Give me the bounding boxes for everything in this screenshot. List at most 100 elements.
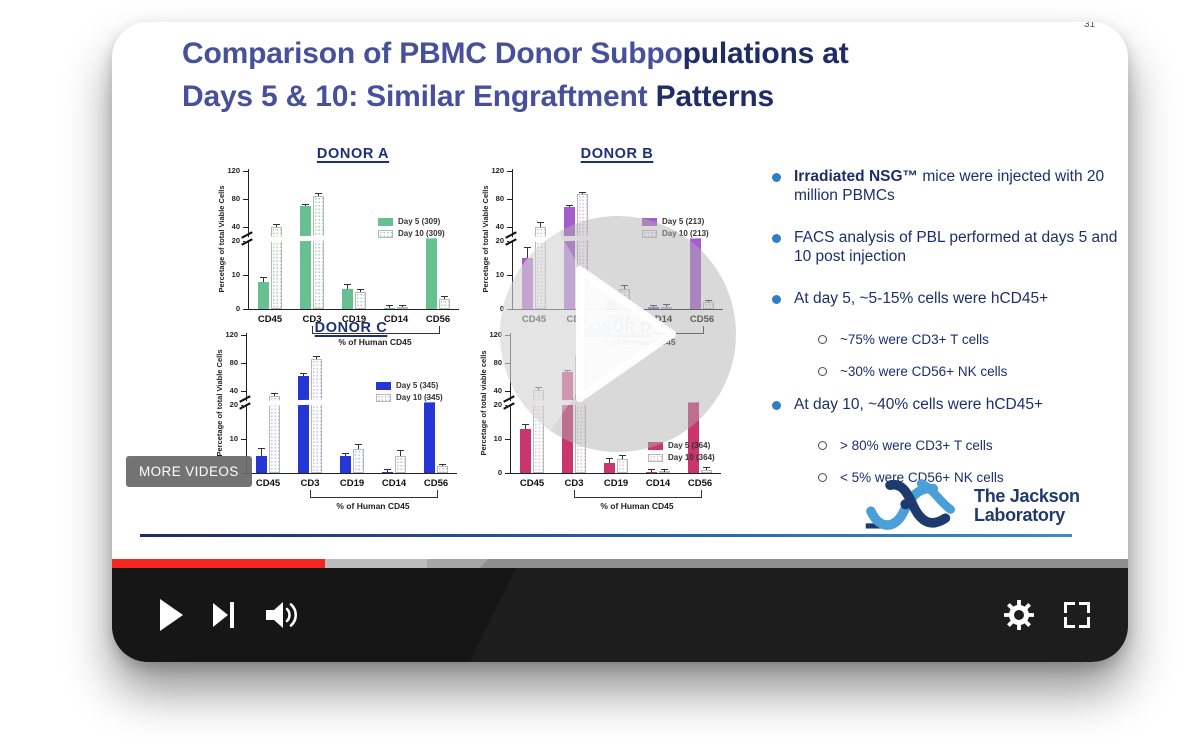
- error-bar-cap: [302, 203, 309, 205]
- x-category-label: CD45: [257, 314, 283, 325]
- fullscreen-icon: [1064, 602, 1090, 628]
- bar: [340, 456, 351, 473]
- x-axis-label: % of Human CD45: [336, 501, 410, 511]
- error-bar: [569, 205, 571, 208]
- error-bar-cap: [650, 304, 657, 306]
- chart-legend: Day 5 (213) Day 10 (213): [642, 217, 709, 241]
- bullet-dot-icon: [772, 173, 781, 182]
- volume-button[interactable]: [264, 597, 300, 633]
- legend-entry: Day 10 (364): [648, 453, 715, 462]
- y-tick-label: 120: [489, 330, 502, 339]
- y-tick-label: 0: [499, 304, 504, 313]
- bullet-list: Irradiated NSG™ mice were injected with …: [772, 168, 1124, 502]
- y-tick: [241, 390, 247, 392]
- slide-number: 31: [1084, 22, 1096, 28]
- error-bar-cap: [300, 373, 307, 375]
- y-tick-label: 80: [229, 358, 238, 367]
- chart-legend: Day 5 (309) Day 10 (309): [378, 217, 445, 241]
- legend-entry: Day 10 (213): [642, 229, 709, 238]
- error-bar-cap: [619, 455, 626, 456]
- legend-swatch: [376, 381, 391, 390]
- error-bar: [444, 297, 446, 299]
- error-bar-cap: [441, 296, 448, 298]
- bullet-dot-icon: [772, 294, 781, 304]
- error-bar: [664, 470, 666, 472]
- more-videos-button[interactable]: MORE VIDEOS: [126, 456, 252, 487]
- bar: [311, 358, 322, 473]
- error-bar: [525, 425, 527, 429]
- y-tick-label: 0: [235, 304, 240, 313]
- error-bar-cap: [357, 288, 364, 290]
- error-bar: [305, 204, 307, 206]
- fullscreen-button[interactable]: [1064, 597, 1090, 633]
- x-category-label: CD19: [603, 478, 629, 489]
- sub-bullet-item: ~30% were CD56+ NK cells: [818, 364, 1124, 380]
- error-bar-cap: [537, 221, 544, 223]
- bar: [604, 462, 615, 473]
- x-bracket: [310, 490, 438, 498]
- sub-bullet-text: > 80% were CD3+ T cells: [840, 437, 993, 453]
- error-bar-cap: [315, 193, 322, 194]
- bar: [269, 395, 280, 473]
- player-controls: [112, 568, 1128, 662]
- bar: [397, 307, 408, 309]
- error-bar: [442, 464, 444, 467]
- y-tick: [243, 170, 249, 172]
- plot-area: 0 10 20 40 80 120 CD45 CD3 CD19 CD14 CD56 % of Huma…: [489, 330, 726, 511]
- error-bar: [538, 388, 540, 391]
- bar: [701, 469, 712, 473]
- y-tick-label: 20: [231, 236, 240, 245]
- bar: [648, 307, 659, 309]
- x-category-label: CD14: [647, 314, 673, 325]
- video-player-card: 31 Comparison of PBMC Donor Subpopulatio…: [112, 22, 1128, 662]
- play-overlay-button[interactable]: [500, 216, 736, 452]
- bar: [661, 306, 672, 309]
- error-bar: [706, 468, 708, 470]
- error-bar-cap: [271, 393, 278, 395]
- jackson-laboratory-logo: The Jackson Laboratory: [864, 478, 1080, 534]
- error-bar-cap: [384, 469, 391, 471]
- bullet-item: Irradiated NSG™ mice were injected with …: [772, 168, 1124, 206]
- error-bar: [622, 456, 624, 460]
- y-tick-label: 40: [231, 222, 240, 231]
- x-category-label: CD3: [302, 314, 322, 325]
- legend-label: Day 5 (364): [668, 441, 711, 450]
- y-tick-label: 0: [497, 468, 502, 477]
- y-tick: [507, 226, 513, 228]
- error-bar: [402, 305, 404, 308]
- progress-played[interactable]: [112, 559, 326, 568]
- legend-entry: Day 10 (345): [376, 393, 443, 402]
- error-bar-cap: [661, 469, 668, 471]
- chart-title: DONOR C: [314, 320, 388, 336]
- play-button[interactable]: [160, 597, 183, 633]
- bar: [520, 428, 531, 473]
- error-bar: [345, 453, 347, 456]
- x-bracket: [312, 326, 440, 334]
- next-button[interactable]: [213, 597, 234, 633]
- legend-entry: Day 5 (213): [642, 217, 709, 226]
- error-bar-cap: [606, 458, 613, 460]
- error-bar-cap: [535, 387, 542, 389]
- error-bar-cap: [522, 424, 529, 426]
- bullet-item: At day 10, ~40% cells were hCD45+: [772, 396, 1124, 415]
- legend-entry: Day 5 (309): [378, 217, 445, 226]
- y-tick-label: 20: [229, 400, 238, 409]
- bar: [342, 288, 353, 309]
- y-tick: [241, 362, 247, 364]
- progress-bar[interactable]: [112, 559, 1128, 568]
- error-bar: [387, 470, 389, 472]
- bar: [424, 399, 435, 473]
- y-tick-label: 10: [493, 434, 502, 443]
- settings-button[interactable]: [1004, 597, 1034, 633]
- chart-donor-a: DONOR A Percetage of total Viable Cells 0 1…: [208, 143, 500, 347]
- y-tick: [241, 334, 247, 336]
- bullet-dot-icon: [772, 400, 781, 410]
- error-bar: [318, 194, 320, 196]
- error-bar-cap: [621, 284, 628, 286]
- slide-title-part: Comparison of PBMC Donor Subpo: [182, 37, 683, 70]
- legend-label: Day 5 (213): [662, 217, 705, 226]
- x-category-label: CD56: [687, 478, 713, 489]
- error-bar: [276, 224, 278, 227]
- bar: [646, 471, 657, 473]
- x-category-label: CD45: [519, 478, 545, 489]
